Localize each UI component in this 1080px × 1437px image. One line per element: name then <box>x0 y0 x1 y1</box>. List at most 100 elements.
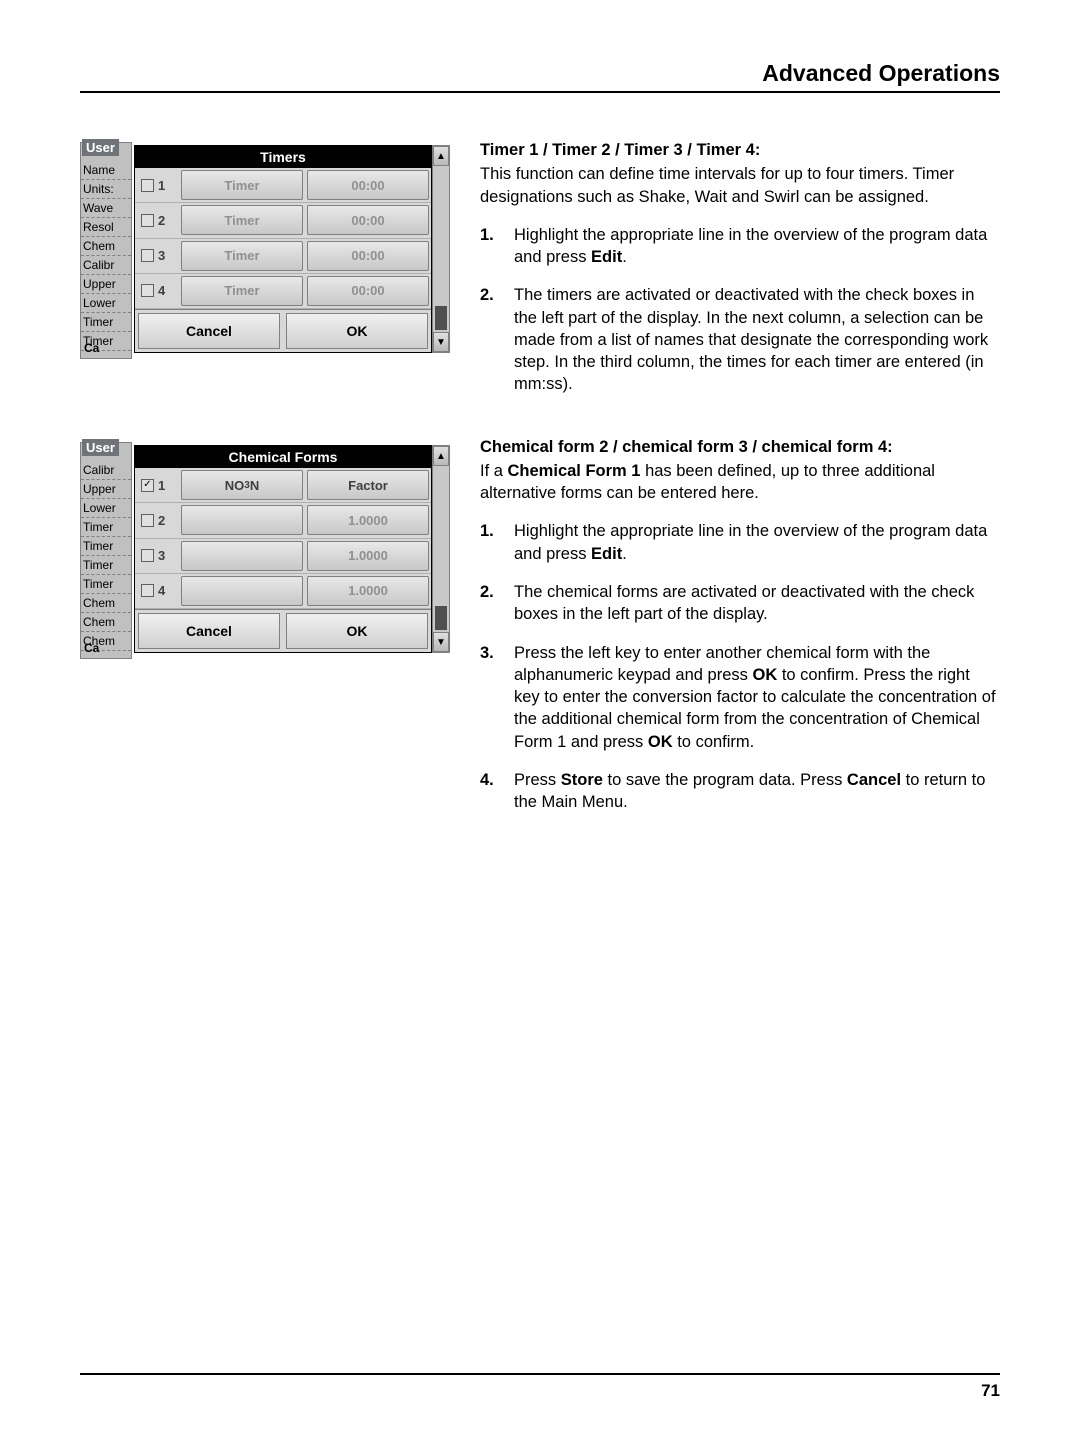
bg-user-label: User <box>82 439 119 456</box>
checkbox[interactable] <box>141 479 154 492</box>
ok-button[interactable]: OK <box>286 313 428 349</box>
step-number: 1. <box>480 224 500 269</box>
scroll-thumb[interactable] <box>435 606 447 630</box>
bg-label: Upper <box>81 275 131 294</box>
checkbox[interactable] <box>141 249 154 262</box>
scroll-down-icon[interactable]: ▼ <box>433 332 449 352</box>
step-item: 2.The chemical forms are activated or de… <box>480 581 1000 626</box>
row-value-button[interactable]: Factor <box>307 470 429 500</box>
bg-label: Timer <box>81 556 131 575</box>
dialog-row: 4 Timer00:00 <box>135 274 431 309</box>
dialog-row: 2 Timer00:00 <box>135 203 431 238</box>
page-number: 71 <box>981 1381 1000 1401</box>
row-number: 1 <box>158 478 165 493</box>
bg-labels-col: NameUnits:WaveResolChemCalibrUpperLowerT… <box>80 142 132 359</box>
row-value-button[interactable]: 1.0000 <box>307 576 429 606</box>
timers-dialog-body: 1Timer00:002Timer00:003Timer00:004Timer0… <box>135 168 431 309</box>
row-label-button[interactable]: Timer <box>181 205 303 235</box>
step-item: 1. Highlight the appropriate line in the … <box>480 224 1000 269</box>
scroll-thumb[interactable] <box>435 306 447 330</box>
chem-dialog-title: Chemical Forms <box>135 446 431 468</box>
dialog-row: 31.0000 <box>135 539 431 574</box>
row-value-button[interactable]: 00:00 <box>307 241 429 271</box>
row-number: 4 <box>158 283 165 298</box>
row-value-button[interactable]: 1.0000 <box>307 505 429 535</box>
checkbox[interactable] <box>141 514 154 527</box>
timers-screenshot: User NameUnits:WaveResolChemCalibrUpperL… <box>80 139 450 359</box>
step-text: Press the left key to enter another chem… <box>514 642 1000 753</box>
dialog-row: 3 Timer00:00 <box>135 239 431 274</box>
timers-dialog-title: Timers <box>135 146 431 168</box>
bg-label: Chem <box>81 237 131 256</box>
chem-intro: If a Chemical Form 1 has been defined, u… <box>480 460 1000 505</box>
row-value-button[interactable]: 00:00 <box>307 170 429 200</box>
row-value-button[interactable]: 1.0000 <box>307 541 429 571</box>
row-label-button[interactable] <box>181 505 303 535</box>
scroll-up-icon[interactable]: ▲ <box>433 146 449 166</box>
bg-label: Wave <box>81 199 131 218</box>
checkbox[interactable] <box>141 179 154 192</box>
step-text: Highlight the appropriate line in the ov… <box>514 224 1000 269</box>
step-item: 1.Highlight the appropriate line in the … <box>480 520 1000 565</box>
timer-steps: 1. Highlight the appropriate line in the … <box>480 224 1000 396</box>
timers-scrollbar[interactable]: ▲ ▼ <box>432 145 450 353</box>
chem-scrollbar[interactable]: ▲ ▼ <box>432 445 450 653</box>
chem-section-title: Chemical form 2 / chemical form 3 / chem… <box>480 436 1000 458</box>
step-text: The chemical forms are activated or deac… <box>514 581 1000 626</box>
row-label-button[interactable]: Timer <box>181 170 303 200</box>
row-value-button[interactable]: 00:00 <box>307 276 429 306</box>
row-number: 3 <box>158 248 165 263</box>
footer-rule <box>80 1373 1000 1375</box>
checkbox[interactable] <box>141 284 154 297</box>
checkbox[interactable] <box>141 214 154 227</box>
bg-ca-label: Ca <box>84 341 99 355</box>
row-number: 2 <box>158 513 165 528</box>
header-rule <box>80 91 1000 93</box>
chem-dialog-footer: Cancel OK <box>135 609 431 652</box>
bg-label: Calibr <box>81 256 131 275</box>
step-item: 3.Press the left key to enter another ch… <box>480 642 1000 753</box>
bg-label: Timer <box>81 518 131 537</box>
bg-label: Upper <box>81 480 131 499</box>
cancel-button[interactable]: Cancel <box>138 613 280 649</box>
header-title: Advanced Operations <box>80 60 1000 87</box>
bg-label: Timer <box>81 313 131 332</box>
dialog-row: 4 1.0000 <box>135 574 431 609</box>
step-number: 3. <box>480 642 500 753</box>
row-label-button[interactable]: NO3N <box>181 470 303 500</box>
bg-labels-col: CalibrUpperLowerTimerTimerTimerTimerChem… <box>80 442 132 659</box>
content-area: User NameUnits:WaveResolChemCalibrUpperL… <box>80 139 1000 841</box>
bg-label: Calibr <box>81 461 131 480</box>
step-text: Highlight the appropriate line in the ov… <box>514 520 1000 565</box>
row-number: 4 <box>158 583 165 598</box>
cancel-button[interactable]: Cancel <box>138 313 280 349</box>
checkbox[interactable] <box>141 549 154 562</box>
chem-intro-pre: If a <box>480 462 508 480</box>
row-label-button[interactable] <box>181 576 303 606</box>
dialog-row: 2 1.0000 <box>135 503 431 538</box>
step-item: 2.The timers are activated or deactivate… <box>480 284 1000 395</box>
step-number: 4. <box>480 769 500 814</box>
bg-label: Timer <box>81 575 131 594</box>
bg-label: Name <box>81 161 131 180</box>
bg-label: Lower <box>81 499 131 518</box>
chem-dialog: Chemical Forms 1NO3NFactor21.000031.0000… <box>134 445 432 653</box>
row-value-button[interactable]: 00:00 <box>307 205 429 235</box>
bg-label: Units: <box>81 180 131 199</box>
row-label-button[interactable]: Timer <box>181 276 303 306</box>
chem-dialog-body: 1NO3NFactor21.000031.000041.0000 <box>135 468 431 609</box>
dialog-row: 1Timer00:00 <box>135 168 431 203</box>
row-label-button[interactable]: Timer <box>181 241 303 271</box>
checkbox[interactable] <box>141 584 154 597</box>
dialog-row: 1 NO3NFactor <box>135 468 431 503</box>
ok-button[interactable]: OK <box>286 613 428 649</box>
scroll-down-icon[interactable]: ▼ <box>433 632 449 652</box>
row-number: 2 <box>158 213 165 228</box>
row-label-button[interactable] <box>181 541 303 571</box>
scroll-up-icon[interactable]: ▲ <box>433 446 449 466</box>
bg-user-label: User <box>82 139 119 156</box>
chem-section: Chemical form 2 / chemical form 3 / chem… <box>480 436 1000 814</box>
step-text: Press Store to save the program data. Pr… <box>514 769 1000 814</box>
right-column: Timer 1 / Timer 2 / Timer 3 / Timer 4: T… <box>480 139 1000 841</box>
timer-section-title: Timer 1 / Timer 2 / Timer 3 / Timer 4: <box>480 139 1000 161</box>
